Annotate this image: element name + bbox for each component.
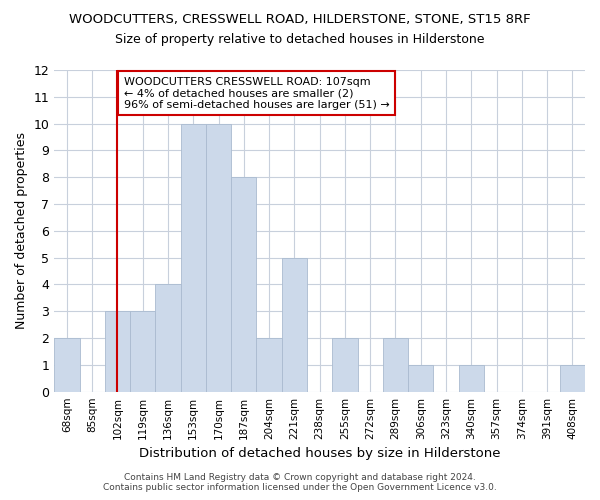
Bar: [256, 338, 282, 392]
Bar: [231, 177, 256, 392]
Bar: [408, 365, 433, 392]
Bar: [383, 338, 408, 392]
Text: WOODCUTTERS, CRESSWELL ROAD, HILDERSTONE, STONE, ST15 8RF: WOODCUTTERS, CRESSWELL ROAD, HILDERSTONE…: [69, 12, 531, 26]
Bar: [282, 258, 307, 392]
Bar: [105, 312, 130, 392]
Bar: [181, 124, 206, 392]
Bar: [54, 338, 80, 392]
Bar: [458, 365, 484, 392]
Text: WOODCUTTERS CRESSWELL ROAD: 107sqm
← 4% of detached houses are smaller (2)
96% o: WOODCUTTERS CRESSWELL ROAD: 107sqm ← 4% …: [124, 76, 389, 110]
Bar: [130, 312, 155, 392]
Bar: [332, 338, 358, 392]
X-axis label: Distribution of detached houses by size in Hilderstone: Distribution of detached houses by size …: [139, 447, 500, 460]
Bar: [155, 284, 181, 392]
Y-axis label: Number of detached properties: Number of detached properties: [15, 132, 28, 330]
Text: Contains HM Land Registry data © Crown copyright and database right 2024.
Contai: Contains HM Land Registry data © Crown c…: [103, 473, 497, 492]
Text: Size of property relative to detached houses in Hilderstone: Size of property relative to detached ho…: [115, 32, 485, 46]
Bar: [560, 365, 585, 392]
Bar: [206, 124, 231, 392]
